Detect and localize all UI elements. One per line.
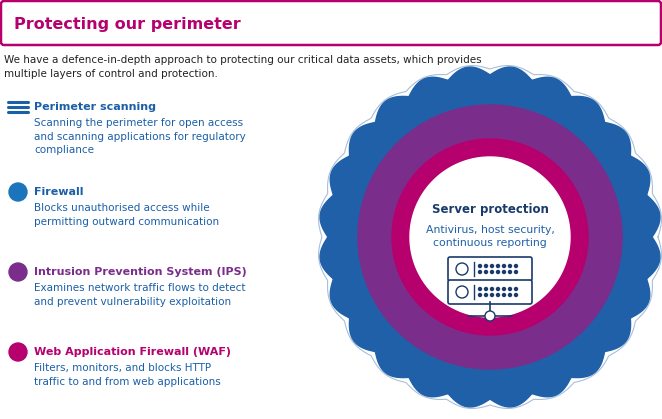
Circle shape	[485, 287, 487, 290]
Text: We have a defence-in-depth approach to protecting our critical data assets, whic: We have a defence-in-depth approach to p…	[4, 55, 482, 79]
Circle shape	[502, 264, 506, 267]
Polygon shape	[392, 139, 588, 335]
Circle shape	[485, 271, 487, 274]
Circle shape	[496, 271, 500, 274]
FancyBboxPatch shape	[1, 1, 661, 45]
Circle shape	[491, 271, 493, 274]
Text: Intrusion Prevention System (IPS): Intrusion Prevention System (IPS)	[34, 267, 247, 277]
Circle shape	[514, 293, 518, 297]
Text: Antivirus, host security,
continuous reporting: Antivirus, host security, continuous rep…	[426, 225, 555, 248]
Circle shape	[502, 287, 506, 290]
Polygon shape	[320, 67, 660, 407]
Polygon shape	[342, 89, 638, 385]
Text: Blocks unauthorised access while
permitting outward communication: Blocks unauthorised access while permitt…	[34, 203, 219, 227]
Circle shape	[491, 287, 493, 290]
Circle shape	[514, 271, 518, 274]
Circle shape	[485, 293, 487, 297]
Text: Filters, monitors, and blocks HTTP
traffic to and from web applications: Filters, monitors, and blocks HTTP traff…	[34, 363, 220, 387]
Text: Examines network traffic flows to detect
and prevent vulnerability exploitation: Examines network traffic flows to detect…	[34, 283, 246, 307]
Text: Firewall: Firewall	[34, 187, 83, 197]
Text: Web Application Firewall (WAF): Web Application Firewall (WAF)	[34, 347, 231, 357]
Circle shape	[479, 271, 481, 274]
Circle shape	[456, 286, 468, 298]
Circle shape	[456, 263, 468, 275]
Text: Perimeter scanning: Perimeter scanning	[34, 102, 156, 112]
Circle shape	[496, 287, 500, 290]
Circle shape	[9, 263, 27, 281]
Circle shape	[508, 271, 512, 274]
Circle shape	[9, 343, 27, 361]
FancyBboxPatch shape	[448, 257, 532, 281]
Circle shape	[479, 287, 481, 290]
Text: Server protection: Server protection	[432, 202, 548, 215]
Circle shape	[496, 264, 500, 267]
Polygon shape	[410, 157, 570, 317]
Circle shape	[491, 293, 493, 297]
Circle shape	[508, 287, 512, 290]
Circle shape	[508, 264, 512, 267]
Circle shape	[514, 264, 518, 267]
Circle shape	[479, 293, 481, 297]
Circle shape	[9, 183, 27, 201]
Circle shape	[514, 287, 518, 290]
Circle shape	[502, 293, 506, 297]
FancyBboxPatch shape	[448, 280, 532, 304]
Circle shape	[496, 293, 500, 297]
Polygon shape	[358, 105, 622, 369]
Circle shape	[502, 271, 506, 274]
Circle shape	[508, 293, 512, 297]
Text: Scanning the perimeter for open access
and scanning applications for regulatory
: Scanning the perimeter for open access a…	[34, 118, 246, 155]
Circle shape	[491, 264, 493, 267]
Polygon shape	[342, 89, 638, 385]
Circle shape	[485, 264, 487, 267]
Text: Protecting our perimeter: Protecting our perimeter	[14, 18, 241, 33]
Circle shape	[479, 264, 481, 267]
Circle shape	[485, 311, 495, 321]
